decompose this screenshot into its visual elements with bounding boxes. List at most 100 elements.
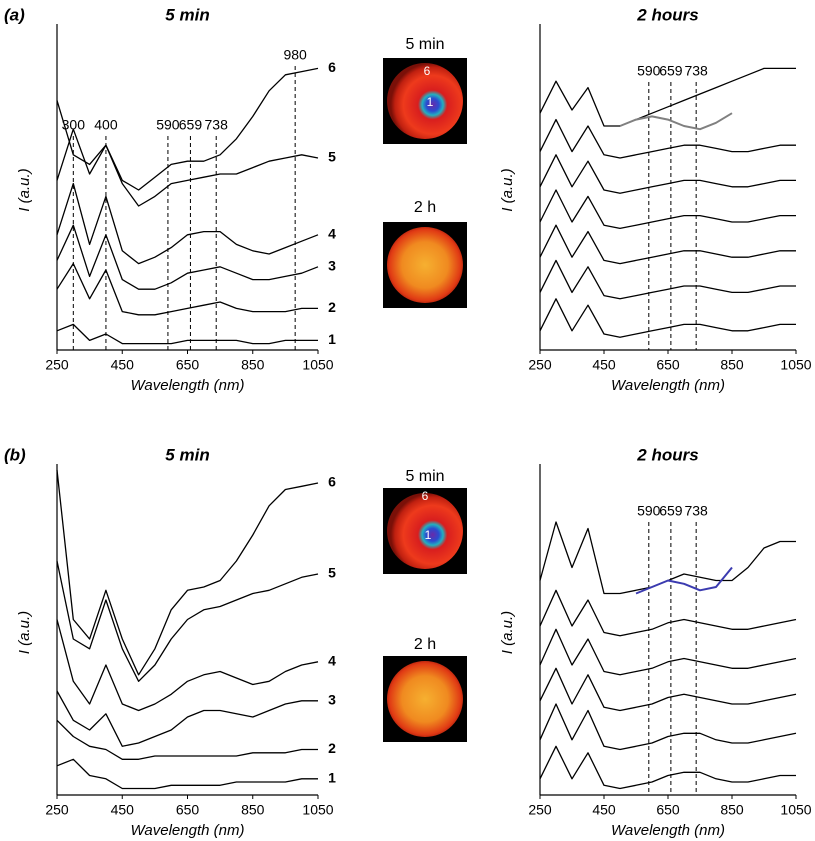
series-label: 6: [328, 59, 336, 75]
y-axis-label: I (a.u.): [499, 168, 516, 211]
x-tick-label: 450: [111, 357, 135, 373]
x-tick-label: 850: [720, 802, 744, 818]
series-label: 1: [328, 769, 336, 785]
image-label: 1: [427, 95, 434, 109]
series-label: 5: [328, 149, 336, 165]
heatmap: 2 h: [383, 199, 467, 308]
reference-label: 980: [283, 47, 307, 63]
image-title: 5 min: [405, 36, 444, 53]
y-axis-label: I (a.u.): [16, 611, 33, 654]
reference-label: 590: [156, 117, 180, 133]
x-axis-label: Wavelength (nm): [131, 377, 245, 394]
x-tick-label: 250: [528, 357, 552, 373]
series-label: 4: [328, 226, 336, 242]
spectrum-line: [539, 67, 796, 127]
spectrum-line: [539, 667, 797, 712]
spectrum-line: [56, 67, 319, 191]
chart: (b) 5 min Wavelength (nm) I (a.u.) 250 450 650…: [4, 445, 336, 838]
spectrum-line: [56, 224, 319, 290]
heatmap: 2 h: [383, 636, 467, 742]
x-tick-label: 850: [241, 357, 265, 373]
heatmap: 5 min 6 1: [383, 468, 467, 574]
series-label: 6: [328, 474, 336, 490]
spectrum-line: [619, 112, 733, 131]
spectrum-line: [539, 589, 797, 637]
x-tick-label: 250: [528, 802, 552, 818]
x-tick-label: 650: [176, 357, 200, 373]
spectrum-line: [56, 469, 319, 676]
reference-label: 659: [659, 503, 683, 519]
series-label: 3: [328, 691, 336, 707]
image-title: 5 min: [405, 468, 444, 485]
x-tick-label: 850: [720, 357, 744, 373]
series-label: 3: [328, 258, 336, 274]
image-label: 6: [422, 489, 429, 503]
panel-label: (b): [4, 445, 26, 464]
reference-label: 400: [94, 117, 118, 133]
image-label: 1: [425, 528, 432, 542]
x-tick-label: 1050: [780, 357, 811, 373]
spectrum-line: [539, 745, 796, 790]
y-axis-label: I (a.u.): [16, 168, 33, 211]
reference-label: 590: [637, 63, 661, 79]
chart-title: 2 hours: [636, 445, 698, 464]
reference-label: 738: [684, 63, 708, 79]
reference-label: 659: [179, 117, 203, 133]
spectrum-line: [56, 560, 319, 682]
chart: (a) 5 min Wavelength (nm) I (a.u.) 250 450 650…: [4, 5, 336, 393]
spectrum-line: [56, 758, 318, 790]
series-label: 1: [328, 331, 336, 347]
x-tick-label: 850: [241, 802, 265, 818]
spectrum-line: [56, 323, 318, 345]
image-title: 2 h: [414, 636, 436, 653]
x-tick-label: 650: [176, 802, 200, 818]
spectrum-line: [539, 118, 796, 159]
chart-title: 5 min: [165, 445, 209, 464]
image-label: 6: [424, 64, 431, 78]
panel-label: (a): [4, 5, 25, 24]
x-tick-label: 650: [656, 802, 680, 818]
reference-label: 738: [205, 117, 229, 133]
spectrum-line: [56, 128, 319, 207]
chart: 2 hours Wavelength (nm) I (a.u.) 250 450 650 8…: [499, 5, 812, 393]
chart: 2 hours Wavelength (nm) I (a.u.) 250 450 650 8…: [499, 445, 812, 838]
x-tick-label: 1050: [780, 802, 811, 818]
spectrum-line: [56, 182, 319, 265]
reference-label: 300: [62, 117, 86, 133]
reference-label: 738: [684, 503, 708, 519]
x-axis-label: Wavelength (nm): [611, 822, 725, 839]
x-tick-label: 1050: [302, 802, 333, 818]
spectrum-line: [539, 259, 796, 300]
spectrum-line: [539, 298, 796, 338]
spectrum-line: [539, 224, 796, 265]
image-title: 2 h: [414, 199, 436, 216]
spectrum-line: [539, 189, 796, 230]
spectrum-line: [56, 619, 319, 712]
spectrum-line: [56, 719, 318, 760]
spectrum-line: [539, 628, 797, 676]
spectrum-line: [539, 154, 796, 194]
chart-title: 2 hours: [636, 5, 698, 24]
reference-label: 590: [637, 503, 661, 519]
x-tick-label: 250: [45, 802, 69, 818]
chart-title: 5 min: [165, 5, 209, 24]
y-axis-label: I (a.u.): [499, 611, 516, 654]
heatmap: 5 min 6 1: [383, 36, 467, 144]
series-label: 4: [328, 652, 336, 668]
series-label: 2: [328, 299, 336, 315]
x-tick-label: 450: [592, 802, 616, 818]
spectrum-line: [56, 262, 318, 316]
reference-label: 659: [659, 63, 683, 79]
x-axis-label: Wavelength (nm): [131, 822, 245, 839]
x-tick-label: 250: [45, 357, 69, 373]
series-label: 2: [328, 740, 336, 756]
x-axis-label: Wavelength (nm): [611, 377, 725, 394]
spectrum-line: [539, 521, 796, 595]
spectrum-line: [539, 703, 797, 751]
x-tick-label: 1050: [302, 357, 333, 373]
spectrum-line: [56, 690, 318, 747]
x-tick-label: 450: [111, 802, 135, 818]
x-tick-label: 650: [656, 357, 680, 373]
